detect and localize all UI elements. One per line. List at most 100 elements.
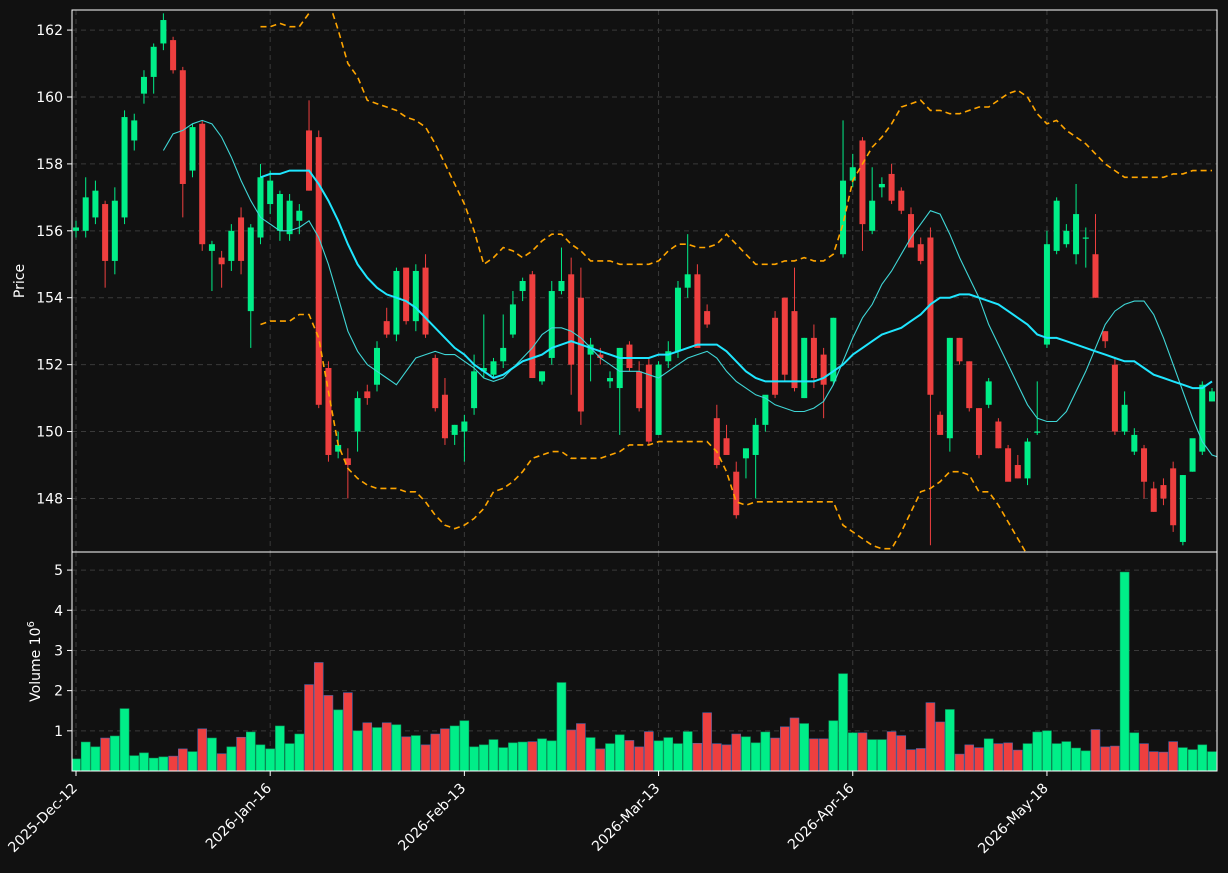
candle-down [723, 438, 730, 455]
price-tick-label: 152 [36, 358, 63, 374]
candle-down [238, 217, 245, 261]
candle-up [140, 76, 147, 94]
candle-down [888, 173, 895, 201]
volume-bar [964, 744, 975, 771]
volume-bar [886, 731, 897, 771]
candle-up [607, 378, 614, 382]
candle-up [869, 200, 876, 231]
candle-up [519, 281, 526, 292]
volume-bar [818, 738, 829, 771]
candle-up [1082, 237, 1089, 239]
volume-bar [838, 673, 848, 771]
volume-bar [1129, 732, 1140, 771]
volume-tick-label: 3 [54, 643, 63, 659]
volume-bar [1187, 749, 1198, 771]
candle-up [393, 270, 400, 335]
candle-down [626, 344, 633, 368]
volume-bar [469, 746, 479, 771]
volume-bar [246, 731, 256, 771]
candle-up [840, 180, 847, 255]
candle-up [276, 194, 283, 231]
candle-down [810, 337, 817, 379]
volume-bar [304, 684, 314, 771]
volume-bar [343, 692, 353, 771]
date-tick-label: 2026-Apr-16 [785, 780, 858, 853]
volume-bar [1110, 745, 1120, 771]
price-tick-label: 150 [36, 425, 63, 441]
candle-down [704, 311, 711, 325]
candle-up [742, 448, 749, 459]
volume-bar [1061, 741, 1072, 771]
candle-up [412, 270, 419, 322]
volume-bars-group [72, 571, 1217, 771]
volume-tick-label: 4 [54, 603, 63, 619]
volume-bar [488, 739, 499, 771]
candle-up [82, 197, 89, 231]
volume-bar [624, 740, 635, 771]
volume-bar [974, 747, 984, 771]
candle-up [1024, 441, 1031, 479]
volume-bar [634, 746, 644, 771]
candle-up [801, 337, 808, 399]
candle-down [966, 361, 973, 409]
volume-bar [255, 744, 266, 771]
candles-group [72, 10, 1217, 552]
candle-down [199, 123, 206, 245]
volume-tick-label: 5 [54, 563, 63, 579]
candle-up [451, 424, 458, 435]
candle-down [315, 137, 322, 405]
volume-bar [1003, 742, 1013, 771]
candle-up [228, 230, 235, 261]
volume-bar [313, 662, 324, 771]
volume-bar [1158, 751, 1169, 771]
volume-bar [119, 708, 130, 771]
candle-down [529, 274, 536, 379]
candle-down [1092, 254, 1099, 298]
volume-bar [420, 744, 431, 771]
candle-down [820, 354, 827, 385]
candle-down [917, 244, 924, 261]
candle-up [674, 287, 681, 352]
volume-bar [1119, 571, 1130, 771]
volume-bar [401, 736, 411, 771]
volume-bar [1032, 731, 1042, 771]
volume-bar [799, 723, 809, 771]
volume-bar [556, 682, 567, 771]
volume-bar [867, 739, 877, 771]
candle-up [92, 190, 99, 218]
candle-up [471, 371, 478, 409]
volume-bar [663, 737, 674, 771]
candle-down [218, 257, 225, 265]
candle-down [1014, 465, 1021, 479]
volume-bar [653, 740, 664, 771]
volume-bar [770, 737, 780, 771]
candle-up [1189, 438, 1196, 472]
price-tick-label: 160 [36, 90, 63, 106]
volume-bar [789, 717, 800, 771]
volume-bar [614, 734, 625, 771]
volume-bar [760, 731, 771, 771]
candle-up [1208, 391, 1216, 402]
volume-bar [673, 743, 683, 771]
candle-down [597, 354, 604, 358]
volume-bar [265, 748, 275, 771]
volume-bar [741, 736, 751, 771]
candle-up [1199, 384, 1206, 452]
volume-bar [236, 736, 246, 771]
volume-bar [877, 739, 887, 771]
volume-bar [1022, 743, 1033, 771]
volume-bar [207, 737, 217, 771]
candle-down [937, 414, 944, 435]
candle-up [160, 20, 167, 44]
volume-bar [1100, 746, 1110, 771]
volume-bar [682, 731, 693, 771]
volume-bar [1207, 751, 1217, 771]
candle-up [72, 227, 80, 231]
volume-bar [508, 742, 518, 771]
candle-up [121, 117, 128, 218]
candle-down [1150, 488, 1157, 512]
candle-up [335, 444, 342, 452]
candle-up [849, 167, 856, 181]
candle-down [956, 337, 963, 362]
